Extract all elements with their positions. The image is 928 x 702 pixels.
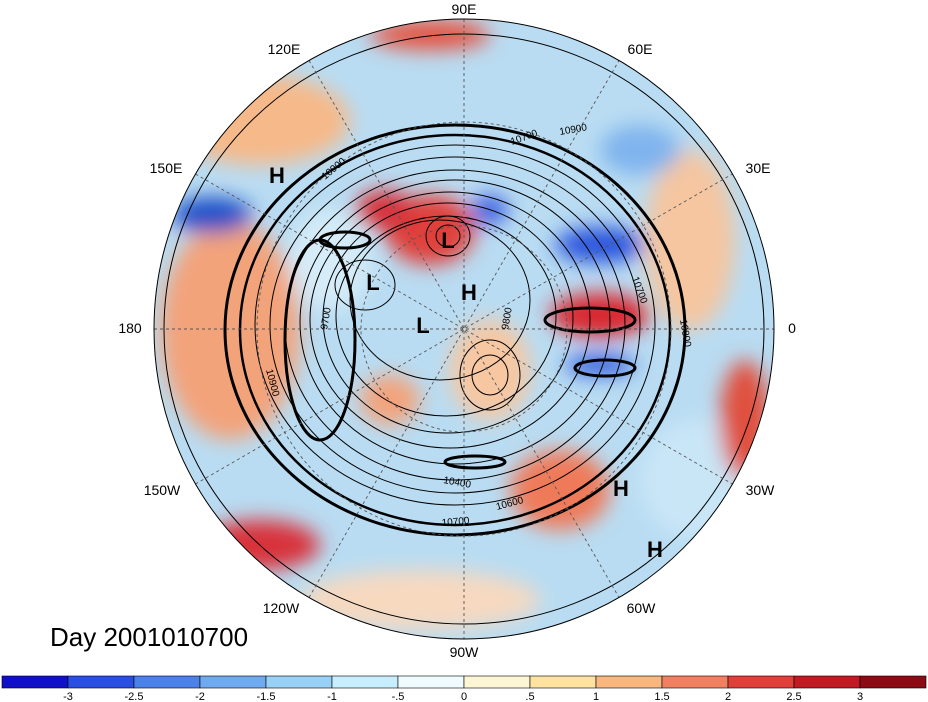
contour-label: 9700 [319, 306, 334, 330]
lon-label-150w: 150W [144, 482, 181, 498]
high-pressure-center: H [613, 476, 629, 501]
colorbar-swatch [595, 675, 663, 689]
colorbar-swatch [133, 675, 201, 689]
colorbar-tick-label: 1.5 [654, 691, 669, 702]
lon-label-60w: 60W [627, 600, 657, 616]
anomaly-field [154, 19, 774, 639]
lon-label-120w: 120W [263, 600, 300, 616]
low-pressure-center: L [416, 313, 429, 338]
lon-label-90e: 90E [452, 1, 477, 17]
lon-label-0: 0 [788, 320, 796, 336]
high-pressure-center: H [269, 163, 285, 188]
colorbar-swatch [1, 675, 69, 689]
colorbar-swatch [859, 675, 927, 689]
low-pressure-center: L [366, 270, 379, 295]
colorbar-tick-label: 0 [461, 691, 467, 702]
colorbar-tick-label: -3 [63, 691, 73, 702]
colorbar-tick-label: -1 [327, 691, 337, 702]
colorbar-tick-label: -2 [195, 691, 205, 702]
lon-label-30e: 30E [746, 160, 771, 176]
colorbar-swatch [661, 675, 729, 689]
map-boundary [153, 18, 775, 640]
contour-label: 9800 [500, 306, 515, 330]
colorbar-swatch [397, 675, 465, 689]
contour-label: 10400 [442, 475, 472, 491]
colorbar-swatch [265, 675, 333, 689]
colorbar-tick-label: 2 [725, 691, 731, 702]
colorbar-tick-label: -1.5 [257, 691, 276, 702]
high-pressure-center: H [647, 537, 663, 562]
colorbar-swatch [727, 675, 795, 689]
graticule [154, 19, 774, 639]
colorbar-tick-label: -2.5 [125, 691, 144, 702]
lon-label-90w: 90W [450, 644, 480, 660]
colorbar: -3 -2.5 -2 -1.5 -1 -.5 0 .5 1 1.5 2 2.5 3 [1, 675, 927, 702]
colorbar-tick-label: -.5 [392, 691, 405, 702]
colorbar-swatch [529, 675, 597, 689]
colorbar-tick-label: 3 [857, 691, 863, 702]
contour-label: 10800 [677, 319, 693, 349]
map-title: Day 2001010700 [50, 622, 248, 652]
high-pressure-center: H [461, 280, 477, 305]
longitude-labels: 90E 60E 30E 0 30W 60W 90W 120W 150W 180 … [118, 1, 796, 660]
colorbar-swatch [67, 675, 135, 689]
colorbar-tick-label: .5 [525, 691, 534, 702]
pressure-centers: H H H H L L L [269, 163, 663, 562]
contour-label: 10900 [559, 122, 589, 138]
colorbar-tick-label: 1 [593, 691, 599, 702]
colorbar-tick-label: 2.5 [786, 691, 801, 702]
colorbar-swatch [793, 675, 861, 689]
lon-label-150e: 150E [150, 160, 183, 176]
lon-label-60e: 60E [628, 41, 653, 57]
colorbar-swatch [199, 675, 267, 689]
colorbar-swatch [463, 675, 531, 689]
low-pressure-center: L [441, 228, 454, 253]
contour-label: 10700 [441, 516, 470, 529]
lon-label-180: 180 [118, 320, 142, 336]
lon-label-30w: 30W [746, 482, 776, 498]
lon-label-120e: 120E [268, 41, 301, 57]
colorbar-swatch [331, 675, 399, 689]
height-contours [163, 33, 765, 625]
